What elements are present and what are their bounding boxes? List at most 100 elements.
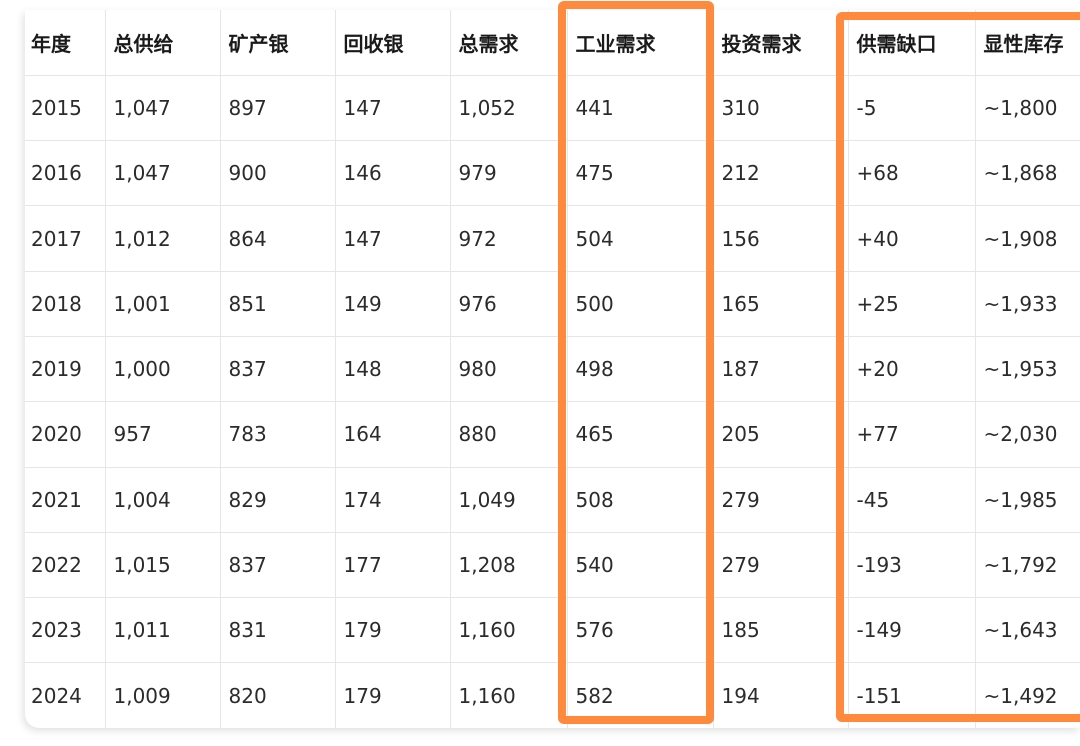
table-cell: 310 (713, 75, 849, 142)
table-cell: 900 (220, 140, 336, 207)
table-cell: -45 (848, 467, 976, 533)
table-cell: ~1,908 (975, 205, 1080, 272)
header-cell: 投资需求 (713, 10, 849, 76)
table-cell: 2019 (25, 336, 106, 403)
table-cell: +68 (848, 140, 976, 207)
table-row: 2022 1,015 837 177 1,208 540 279 -193 ~1,792 (25, 532, 1080, 599)
table-cell: 179 (335, 597, 451, 664)
table-cell: 475 (567, 140, 714, 207)
table-cell: +20 (848, 336, 976, 403)
table-cell: 2015 (25, 75, 106, 142)
table-cell: 441 (567, 75, 714, 142)
table-cell: 149 (335, 271, 451, 337)
table-cell: 820 (220, 662, 336, 728)
table-cell: 976 (450, 271, 568, 337)
table-row: 2020 957 783 164 880 465 205 +77 ~2,030 (25, 401, 1080, 468)
table-row: 2018 1,001 851 149 976 500 165 +25 ~1,933 (25, 271, 1080, 337)
table-cell: 147 (335, 205, 451, 272)
table-cell: 783 (220, 401, 336, 468)
table-cell: ~1,953 (975, 336, 1080, 403)
table-cell: 156 (713, 205, 849, 272)
table-cell: ~1,492 (975, 662, 1080, 728)
table-cell: 2023 (25, 597, 106, 664)
table-cell: 165 (713, 271, 849, 337)
table-cell: 2017 (25, 205, 106, 272)
table-cell: +40 (848, 205, 976, 272)
table-cell: ~1,868 (975, 140, 1080, 207)
table-cell: ~1,643 (975, 597, 1080, 664)
table-cell: 829 (220, 467, 336, 533)
header-cell: 回收银 (335, 10, 451, 76)
table-cell: 146 (335, 140, 451, 207)
table-cell: 1,011 (105, 597, 221, 664)
table-cell: -5 (848, 75, 976, 142)
table-cell: 498 (567, 336, 714, 403)
table-row: 2016 1,047 900 146 979 475 212 +68 ~1,868 (25, 140, 1080, 207)
table-cell: 582 (567, 662, 714, 728)
table-cell: 897 (220, 75, 336, 142)
table-cell: 972 (450, 205, 568, 272)
table-cell: 979 (450, 140, 568, 207)
table-cell: 185 (713, 597, 849, 664)
table-cell: 508 (567, 467, 714, 533)
table-cell: 1,012 (105, 205, 221, 272)
header-cell: 显性库存 (975, 10, 1080, 76)
table-cell: 1,208 (450, 532, 568, 599)
table-cell: -149 (848, 597, 976, 664)
table-cell: 2024 (25, 662, 106, 728)
table-cell: 179 (335, 662, 451, 728)
table-row: 2024 1,009 820 179 1,160 582 194 -151 ~1,492 (25, 662, 1080, 728)
table-cell: 147 (335, 75, 451, 142)
data-table: 年度 总供给 矿产银 回收银 总需求 工业需求 投资需求 供需缺口 显性库存 2015 1,047… (25, 10, 1080, 728)
table-cell: 540 (567, 532, 714, 599)
table-cell: 1,049 (450, 467, 568, 533)
table-cell: 880 (450, 401, 568, 468)
table-row: 2019 1,000 837 148 980 498 187 +20 ~1,953 (25, 336, 1080, 403)
table-cell: 187 (713, 336, 849, 403)
table-cell: +77 (848, 401, 976, 468)
table-cell: 1,052 (450, 75, 568, 142)
header-cell: 工业需求 (567, 10, 714, 76)
table-row: 2017 1,012 864 147 972 504 156 +40 ~1,908 (25, 205, 1080, 272)
table-cell: 576 (567, 597, 714, 664)
table-cell: 864 (220, 205, 336, 272)
table-cell: 1,160 (450, 597, 568, 664)
table-cell: 504 (567, 205, 714, 272)
table-cell: 2018 (25, 271, 106, 337)
table-cell: 1,047 (105, 75, 221, 142)
table-cell: 837 (220, 532, 336, 599)
table-cell: 2022 (25, 532, 106, 599)
table-cell: 164 (335, 401, 451, 468)
table-cell: 1,047 (105, 140, 221, 207)
table-cell: 212 (713, 140, 849, 207)
table-row: 2021 1,004 829 174 1,049 508 279 -45 ~1,985 (25, 467, 1080, 533)
table-cell: 2021 (25, 467, 106, 533)
table-cell: 465 (567, 401, 714, 468)
table-cell: 205 (713, 401, 849, 468)
table-cell: ~1,985 (975, 467, 1080, 533)
table-cell: -193 (848, 532, 976, 599)
table-cell: 1,015 (105, 532, 221, 599)
table-cell: 1,004 (105, 467, 221, 533)
header-row: 年度 总供给 矿产银 回收银 总需求 工业需求 投资需求 供需缺口 显性库存 (25, 10, 1080, 76)
table-cell: 500 (567, 271, 714, 337)
table-cell: 837 (220, 336, 336, 403)
table-cell: 174 (335, 467, 451, 533)
table-cell: ~2,030 (975, 401, 1080, 468)
table-cell: ~1,933 (975, 271, 1080, 337)
table-cell: 957 (105, 401, 221, 468)
table-cell: 851 (220, 271, 336, 337)
table-cell: 2020 (25, 401, 106, 468)
table-cell: 2016 (25, 140, 106, 207)
table-cell: 148 (335, 336, 451, 403)
header-cell: 总需求 (450, 10, 568, 76)
header-cell: 年度 (25, 10, 106, 76)
table-cell: 1,001 (105, 271, 221, 337)
table-container: 年度 总供给 矿产银 回收银 总需求 工业需求 投资需求 供需缺口 显性库存 2015 1,047… (25, 10, 1080, 728)
table-cell: 831 (220, 597, 336, 664)
table-cell: 279 (713, 532, 849, 599)
table-body: 2015 1,047 897 147 1,052 441 310 -5 ~1,800 2016 1,… (25, 75, 1080, 728)
table-cell: 279 (713, 467, 849, 533)
table-cell: 980 (450, 336, 568, 403)
